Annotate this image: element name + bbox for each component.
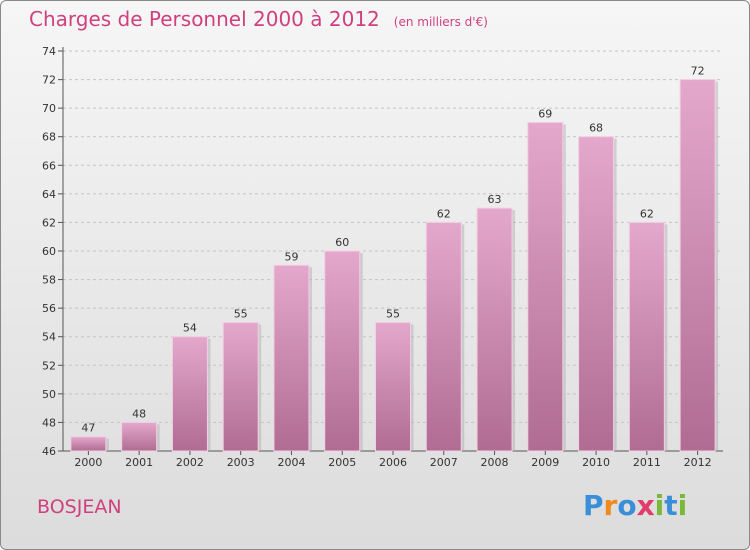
y-tick-label: 58 — [42, 274, 56, 287]
x-tick-label: 2000 — [74, 456, 102, 469]
y-tick-label: 62 — [42, 216, 56, 229]
y-tick-label: 54 — [42, 331, 56, 344]
bar — [121, 421, 158, 452]
y-tick-label: 46 — [42, 445, 56, 458]
bar — [578, 136, 615, 452]
y-tick-label: 68 — [42, 131, 56, 144]
x-tick-label: 2001 — [125, 456, 153, 469]
logo-letter: P — [583, 489, 604, 522]
bar — [324, 250, 361, 452]
bar — [425, 221, 462, 452]
title-text: Charges de Personnel 2000 à 2012 — [29, 7, 380, 31]
y-tick-label: 72 — [42, 74, 56, 87]
y-tick-label: 52 — [42, 359, 56, 372]
data-label: 55 — [386, 307, 400, 320]
x-tick-label: 2002 — [176, 456, 204, 469]
y-tick-label: 70 — [42, 102, 56, 115]
y-tick-label: 64 — [42, 188, 56, 201]
data-label: 48 — [132, 407, 146, 420]
x-tick-label: 2010 — [582, 456, 610, 469]
bar — [476, 207, 513, 452]
chart-title: Charges de Personnel 2000 à 2012 (en mill… — [29, 7, 488, 31]
y-tick-label: 48 — [42, 416, 56, 429]
data-label: 62 — [640, 207, 654, 220]
data-label: 69 — [538, 107, 552, 120]
x-tick-label: 2003 — [227, 456, 255, 469]
y-tick-label: 66 — [42, 159, 56, 172]
data-label: 59 — [284, 250, 298, 263]
logo-letter: r — [603, 489, 618, 522]
logo-letter: x — [636, 489, 655, 522]
bar — [375, 321, 411, 452]
place-name: BOSJEAN — [37, 496, 122, 518]
logo-letter: i — [677, 489, 688, 522]
proxiti-logo: Proxiti — [583, 489, 687, 522]
data-label: 47 — [81, 422, 95, 435]
bar — [628, 221, 665, 452]
x-tick-label: 2006 — [379, 456, 407, 469]
x-tick-label: 2007 — [430, 456, 458, 469]
x-tick-label: 2012 — [684, 456, 712, 469]
y-tick-label: 60 — [42, 245, 56, 258]
y-tick-label: 56 — [42, 302, 56, 315]
data-label: 62 — [437, 207, 451, 220]
bar — [527, 121, 564, 452]
bar — [679, 79, 716, 452]
y-tick-label: 50 — [42, 388, 56, 401]
x-tick-label: 2005 — [328, 456, 356, 469]
bar — [171, 336, 208, 452]
bar — [70, 436, 107, 452]
data-label: 60 — [335, 236, 349, 249]
x-tick-label: 2009 — [531, 456, 559, 469]
x-tick-label: 2008 — [481, 456, 509, 469]
logo-letter: t — [664, 489, 678, 522]
bar — [222, 321, 259, 452]
logo-letter: i — [654, 489, 665, 522]
x-tick-label: 2011 — [633, 456, 661, 469]
y-tick-label: 74 — [42, 45, 56, 58]
bar — [273, 264, 310, 452]
data-label: 55 — [234, 307, 248, 320]
x-tick-label: 2004 — [277, 456, 305, 469]
data-label: 63 — [488, 193, 502, 206]
data-label: 68 — [589, 122, 603, 135]
data-label: 54 — [183, 322, 197, 335]
logo-letter: o — [617, 489, 637, 522]
chart-subtitle: (en milliers d'€) — [393, 15, 488, 29]
data-label: 72 — [691, 65, 705, 78]
